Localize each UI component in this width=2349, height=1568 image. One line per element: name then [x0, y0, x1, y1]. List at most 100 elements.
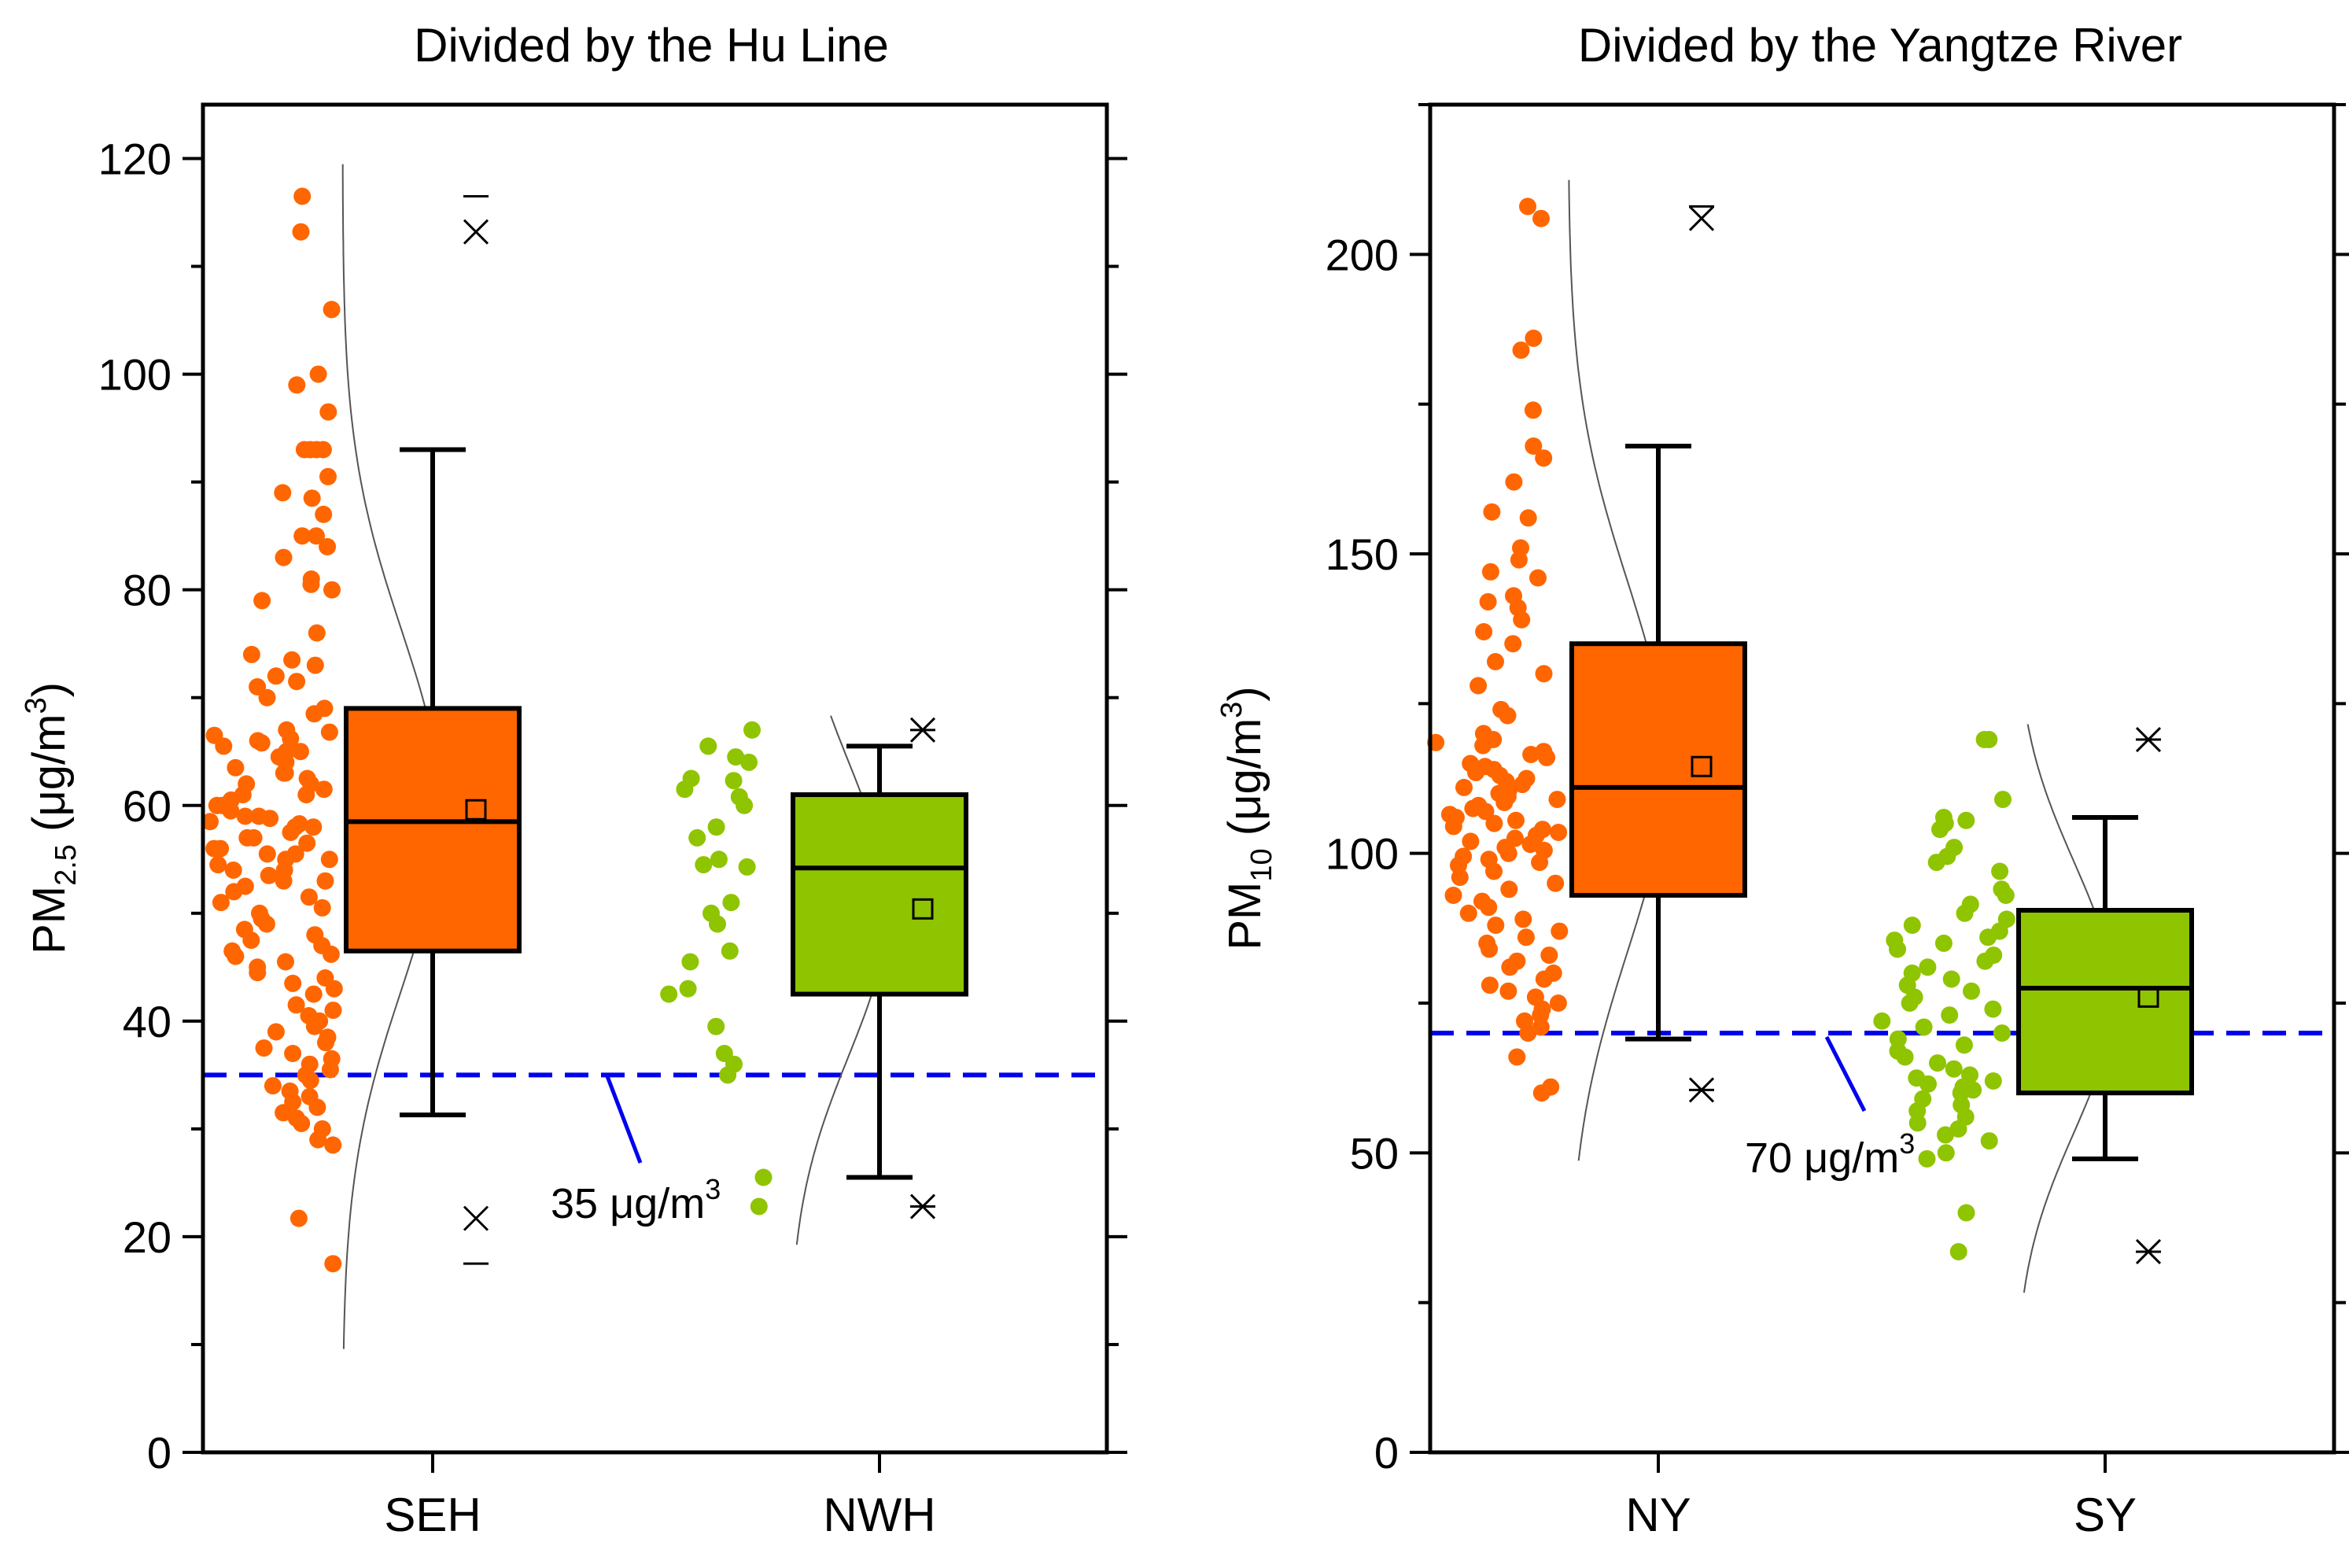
data-point [258, 845, 276, 863]
data-point [1901, 994, 1919, 1012]
reference-leader-line [605, 1075, 643, 1164]
data-point [750, 1197, 768, 1216]
data-point [1889, 940, 1906, 958]
data-point [1532, 209, 1550, 227]
data-point [1535, 449, 1553, 467]
data-point [292, 223, 310, 241]
mean-marker [465, 799, 487, 821]
data-point [323, 581, 341, 599]
data-point [1507, 811, 1525, 829]
data-point [1934, 934, 1953, 952]
group-nwh [660, 715, 968, 1245]
y-tick-label: 0 [147, 1428, 171, 1478]
box [1569, 641, 1747, 898]
data-point [261, 810, 279, 828]
data-point [274, 484, 292, 502]
data-point [293, 187, 312, 205]
data-point [709, 915, 726, 933]
data-point [275, 548, 293, 566]
data-point [1499, 844, 1517, 862]
data-point [727, 748, 745, 766]
data-point [1532, 1018, 1550, 1036]
data-point [1462, 832, 1480, 850]
data-point [676, 780, 694, 799]
y-label-unit: (μg/m [24, 714, 75, 832]
y-tick-label: 200 [1326, 230, 1399, 279]
data-point [321, 1061, 339, 1079]
data-point [1540, 946, 1558, 965]
reference-label: 35 μg/m [551, 1180, 705, 1227]
data-point [1495, 794, 1514, 811]
data-point [324, 1002, 342, 1020]
reference-label-superscript: 3 [705, 1173, 721, 1205]
data-point [1480, 898, 1498, 917]
data-point [292, 743, 309, 761]
data-point [305, 705, 323, 723]
box [791, 792, 968, 997]
data-point [688, 828, 706, 847]
data-point [1477, 802, 1495, 821]
y-axis: 0 20 40 60 80 100 120 [98, 135, 1127, 1478]
data-point [1535, 665, 1553, 683]
data-point [304, 985, 323, 1003]
x-tick-label: NWH [823, 1489, 935, 1541]
x-axis: SEH NWH [384, 1452, 936, 1541]
data-point [242, 932, 260, 950]
data-point [305, 1017, 323, 1035]
svg-text:35 μg/m3: 35 μg/m3 [551, 1173, 721, 1227]
data-point [255, 1039, 273, 1057]
data-point [320, 850, 338, 869]
data-point [277, 953, 294, 971]
data-point [324, 1255, 342, 1273]
svg-text:70 μg/m3: 70 μg/m3 [1745, 1127, 1915, 1182]
data-point [725, 772, 743, 790]
chart-title: Divided by the Yangtze River [1578, 19, 2182, 72]
data-point [236, 807, 254, 825]
data-point [707, 818, 725, 836]
data-point [317, 1034, 334, 1052]
data-point [1963, 982, 1980, 1000]
data-point [1903, 917, 1921, 934]
data-point [1487, 653, 1504, 670]
data-point [316, 872, 334, 890]
data-point [205, 839, 223, 858]
data-point [282, 824, 300, 841]
reference-label-superscript: 3 [1899, 1127, 1915, 1160]
data-point [754, 1168, 773, 1186]
data-point [1548, 791, 1566, 809]
data-point [1975, 731, 1993, 748]
data-point [1919, 958, 1937, 976]
data-point [743, 721, 761, 739]
data-point [1505, 473, 1523, 491]
data-point [308, 624, 326, 642]
data-point [695, 856, 713, 874]
data-point [1980, 1132, 1998, 1150]
data-point [313, 898, 331, 917]
data-point [719, 1066, 737, 1084]
data-point [283, 651, 301, 669]
data-point [1504, 635, 1522, 653]
svg-text:PM2.5 (μg/m3): PM2.5 (μg/m3) [20, 682, 83, 954]
data-point [1918, 1149, 1936, 1168]
mean-marker [2137, 986, 2159, 1008]
reference-annotation: 70 μg/m3 [1745, 1035, 1915, 1182]
x-tick-label: NY [1625, 1489, 1691, 1541]
data-point [297, 786, 315, 804]
data-point [201, 813, 219, 831]
group-seh [201, 164, 522, 1349]
data-point [679, 980, 697, 998]
data-point [320, 723, 338, 741]
y-axis-label: PM10 (μg/m3) [1215, 686, 1278, 950]
data-point [1976, 952, 1994, 970]
x-marker [1688, 205, 1715, 231]
data-point [253, 592, 271, 610]
data-point [1474, 736, 1492, 754]
data-point [1549, 994, 1567, 1012]
y-label-subscript: 10 [1245, 848, 1278, 881]
data-point [1956, 904, 1974, 922]
data-point [1915, 1018, 1933, 1036]
data-point [302, 575, 320, 593]
data-point [225, 883, 243, 901]
data-point [293, 1115, 311, 1132]
data-point [1532, 1006, 1550, 1024]
